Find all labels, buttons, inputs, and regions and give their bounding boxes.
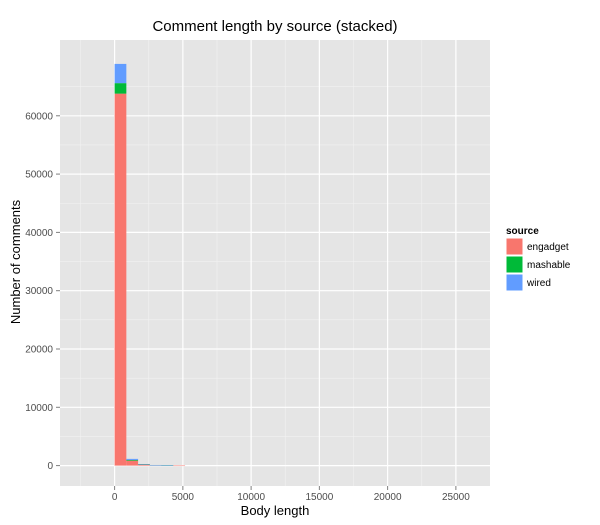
bars xyxy=(114,63,186,467)
x-axis-title: Body length xyxy=(241,503,310,518)
y-tick-label: 30000 xyxy=(25,286,53,297)
y-tick-label: 50000 xyxy=(25,170,53,181)
bar-wired-bin-0 xyxy=(114,63,127,84)
legend-label-wired: wired xyxy=(526,278,551,289)
bar-engadget-bin-5 xyxy=(173,465,186,467)
y-tick-label: 10000 xyxy=(25,403,53,414)
y-axis-ticks: 0 10000 20000 30000 40000 50000 60000 xyxy=(25,111,60,472)
x-tick-label: 0 xyxy=(112,492,118,503)
bar-engadget-bin-1 xyxy=(126,460,139,466)
y-tick-label: 20000 xyxy=(25,344,53,355)
legend: source engadget mashable wired xyxy=(505,226,571,292)
legend-key-engadget xyxy=(505,237,524,256)
x-tick-label: 20000 xyxy=(374,492,402,503)
bar-wired-bin-4 xyxy=(161,465,174,466)
legend-label-engadget: engadget xyxy=(527,242,569,253)
bar-wired-bin-2 xyxy=(138,464,150,465)
bar-mashable-bin-0 xyxy=(114,83,127,94)
y-tick-label: 40000 xyxy=(25,228,53,239)
y-axis-title: Number of comments xyxy=(8,199,23,324)
legend-title: source xyxy=(506,226,539,237)
bar-engadget-bin-2 xyxy=(138,464,150,466)
x-tick-label: 5000 xyxy=(172,492,195,503)
chart-title: Comment length by source (stacked) xyxy=(152,18,397,35)
bar-wired-bin-3 xyxy=(149,464,162,466)
x-tick-label: 15000 xyxy=(305,492,333,503)
legend-label-mashable: mashable xyxy=(527,260,571,271)
x-tick-label: 10000 xyxy=(237,492,265,503)
x-tick-label: 25000 xyxy=(442,492,470,503)
plot-panel xyxy=(60,40,490,486)
bar-engadget-bin-0 xyxy=(114,93,127,466)
bar-mashable-bin-1 xyxy=(126,459,139,461)
x-axis-ticks: 0 5000 10000 15000 20000 25000 xyxy=(112,486,470,503)
grid-minor xyxy=(60,40,490,486)
legend-key-mashable xyxy=(505,255,524,274)
y-tick-label: 0 xyxy=(47,461,53,472)
bar-wired-bin-1 xyxy=(126,458,139,460)
y-tick-label: 60000 xyxy=(25,111,53,122)
legend-key-wired xyxy=(505,273,524,292)
